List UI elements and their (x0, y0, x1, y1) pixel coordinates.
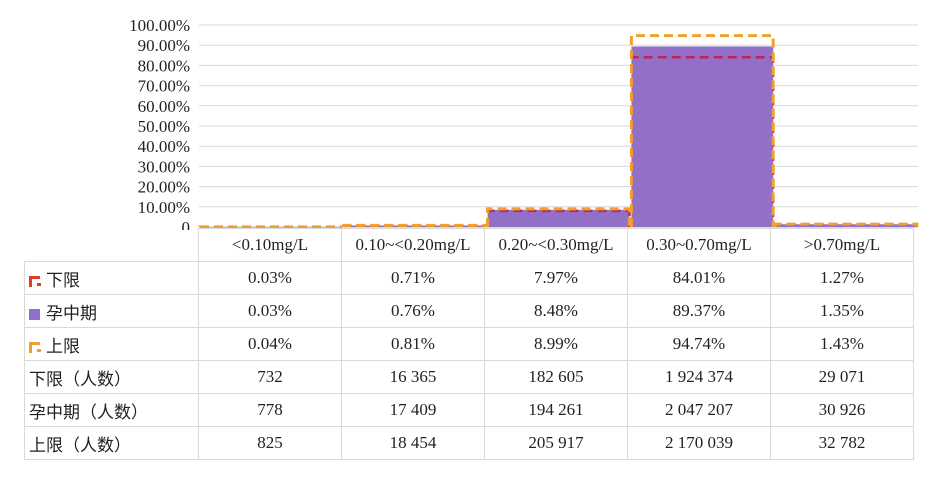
table-row: 上限 0.04% 0.81% 8.99% 94.74% 1.43% (24, 327, 914, 361)
series-name: 孕中期 (46, 303, 97, 324)
count-value: 2 047 207 (627, 393, 771, 427)
bar-mid-pregnancy (631, 46, 774, 228)
y-tick-label: 70.00% (138, 77, 190, 96)
bars (198, 34, 919, 229)
legend-entry-lower: 下限 (24, 261, 199, 295)
bar-mid-pregnancy (487, 209, 630, 227)
data-label: 0.71% (341, 261, 485, 295)
category-label: 0.30~0.70mg/L (627, 228, 771, 262)
table-row: 下限（人数） 732 16 365 182 605 1 924 374 29 0… (24, 360, 914, 394)
bar-upper-limit-outline (342, 223, 488, 227)
category-label: <0.10mg/L (198, 228, 342, 262)
y-tick-label: 50.00% (138, 117, 190, 136)
data-label: 0.81% (341, 327, 485, 361)
bar-upper-limit-outline (629, 34, 775, 227)
count-row-label: 下限（人数） (24, 360, 199, 394)
y-tick-label: 100.00% (129, 16, 190, 35)
y-tick-label: 10.00% (138, 198, 190, 217)
data-label: 89.37% (627, 294, 771, 328)
series-name: 下限 (46, 270, 80, 291)
data-label: 0.03% (198, 261, 342, 295)
table-row: 孕中期 0.03% 0.76% 8.48% 89.37% 1.35% (24, 294, 914, 328)
count-value: 205 917 (484, 426, 628, 460)
count-row-label: 上限（人数） (24, 426, 199, 460)
data-label: 0.76% (341, 294, 485, 328)
category-label: >0.70mg/L (770, 228, 914, 262)
count-value: 194 261 (484, 393, 628, 427)
count-value: 732 (198, 360, 342, 394)
table-corner (24, 228, 199, 262)
data-label: 8.99% (484, 327, 628, 361)
y-tick-label: 80.00% (138, 56, 190, 75)
legend-entry-mid: 孕中期 (24, 294, 199, 328)
y-tick-label: 60.00% (138, 97, 190, 116)
mid-pregnancy-legend-key (29, 308, 40, 320)
table-row: 孕中期（人数） 778 17 409 194 261 2 047 207 30 … (24, 393, 914, 427)
category-label: 0.10~<0.20mg/L (341, 228, 485, 262)
count-value: 16 365 (341, 360, 485, 394)
count-value: 1 924 374 (627, 360, 771, 394)
table-row: 上限（人数） 825 18 454 205 917 2 170 039 32 7… (24, 426, 914, 460)
data-label: 84.01% (627, 261, 771, 295)
data-label: 0.03% (198, 294, 342, 328)
y-tick-label: 0 (182, 218, 191, 230)
count-value: 825 (198, 426, 342, 460)
category-header-row: <0.10mg/L 0.10~<0.20mg/L 0.20~<0.30mg/L … (24, 228, 914, 262)
count-value: 30 926 (770, 393, 914, 427)
count-value: 29 071 (770, 360, 914, 394)
data-table: <0.10mg/L 0.10~<0.20mg/L 0.20~<0.30mg/L … (24, 228, 914, 460)
count-value: 32 782 (770, 426, 914, 460)
data-label: 8.48% (484, 294, 628, 328)
count-value: 778 (198, 393, 342, 427)
category-label: 0.20~<0.30mg/L (484, 228, 628, 262)
chart-plot: 010.00%20.00% 30.00%40.00%50.00%60.00%70.… (129, 16, 919, 230)
count-value: 2 170 039 (627, 426, 771, 460)
count-value: 18 454 (341, 426, 485, 460)
upper-limit-legend-key (29, 341, 41, 353)
count-row-label: 孕中期（人数） (24, 393, 199, 427)
bar-upper-limit-outline (773, 222, 919, 227)
count-value: 182 605 (484, 360, 628, 394)
data-label: 0.04% (198, 327, 342, 361)
y-axis-tick-labels: 010.00%20.00% 30.00%40.00%50.00%60.00%70.… (129, 16, 190, 230)
count-value: 17 409 (341, 393, 485, 427)
bar-upper-limit-outline (486, 207, 631, 227)
y-tick-label: 30.00% (138, 157, 190, 176)
data-label: 1.35% (770, 294, 914, 328)
gridlines (199, 24, 918, 228)
data-label: 7.97% (484, 261, 628, 295)
series-name: 上限 (46, 336, 80, 357)
y-tick-label: 40.00% (138, 137, 190, 156)
y-tick-label: 90.00% (138, 36, 190, 55)
data-label: 1.27% (770, 261, 914, 295)
lower-limit-legend-key (29, 275, 41, 287)
table-row: 下限 0.03% 0.71% 7.97% 84.01% 1.27% (24, 261, 914, 295)
data-label: 1.43% (770, 327, 914, 361)
data-label: 94.74% (627, 327, 771, 361)
legend-entry-upper: 上限 (24, 327, 199, 361)
y-tick-label: 20.00% (138, 178, 190, 197)
